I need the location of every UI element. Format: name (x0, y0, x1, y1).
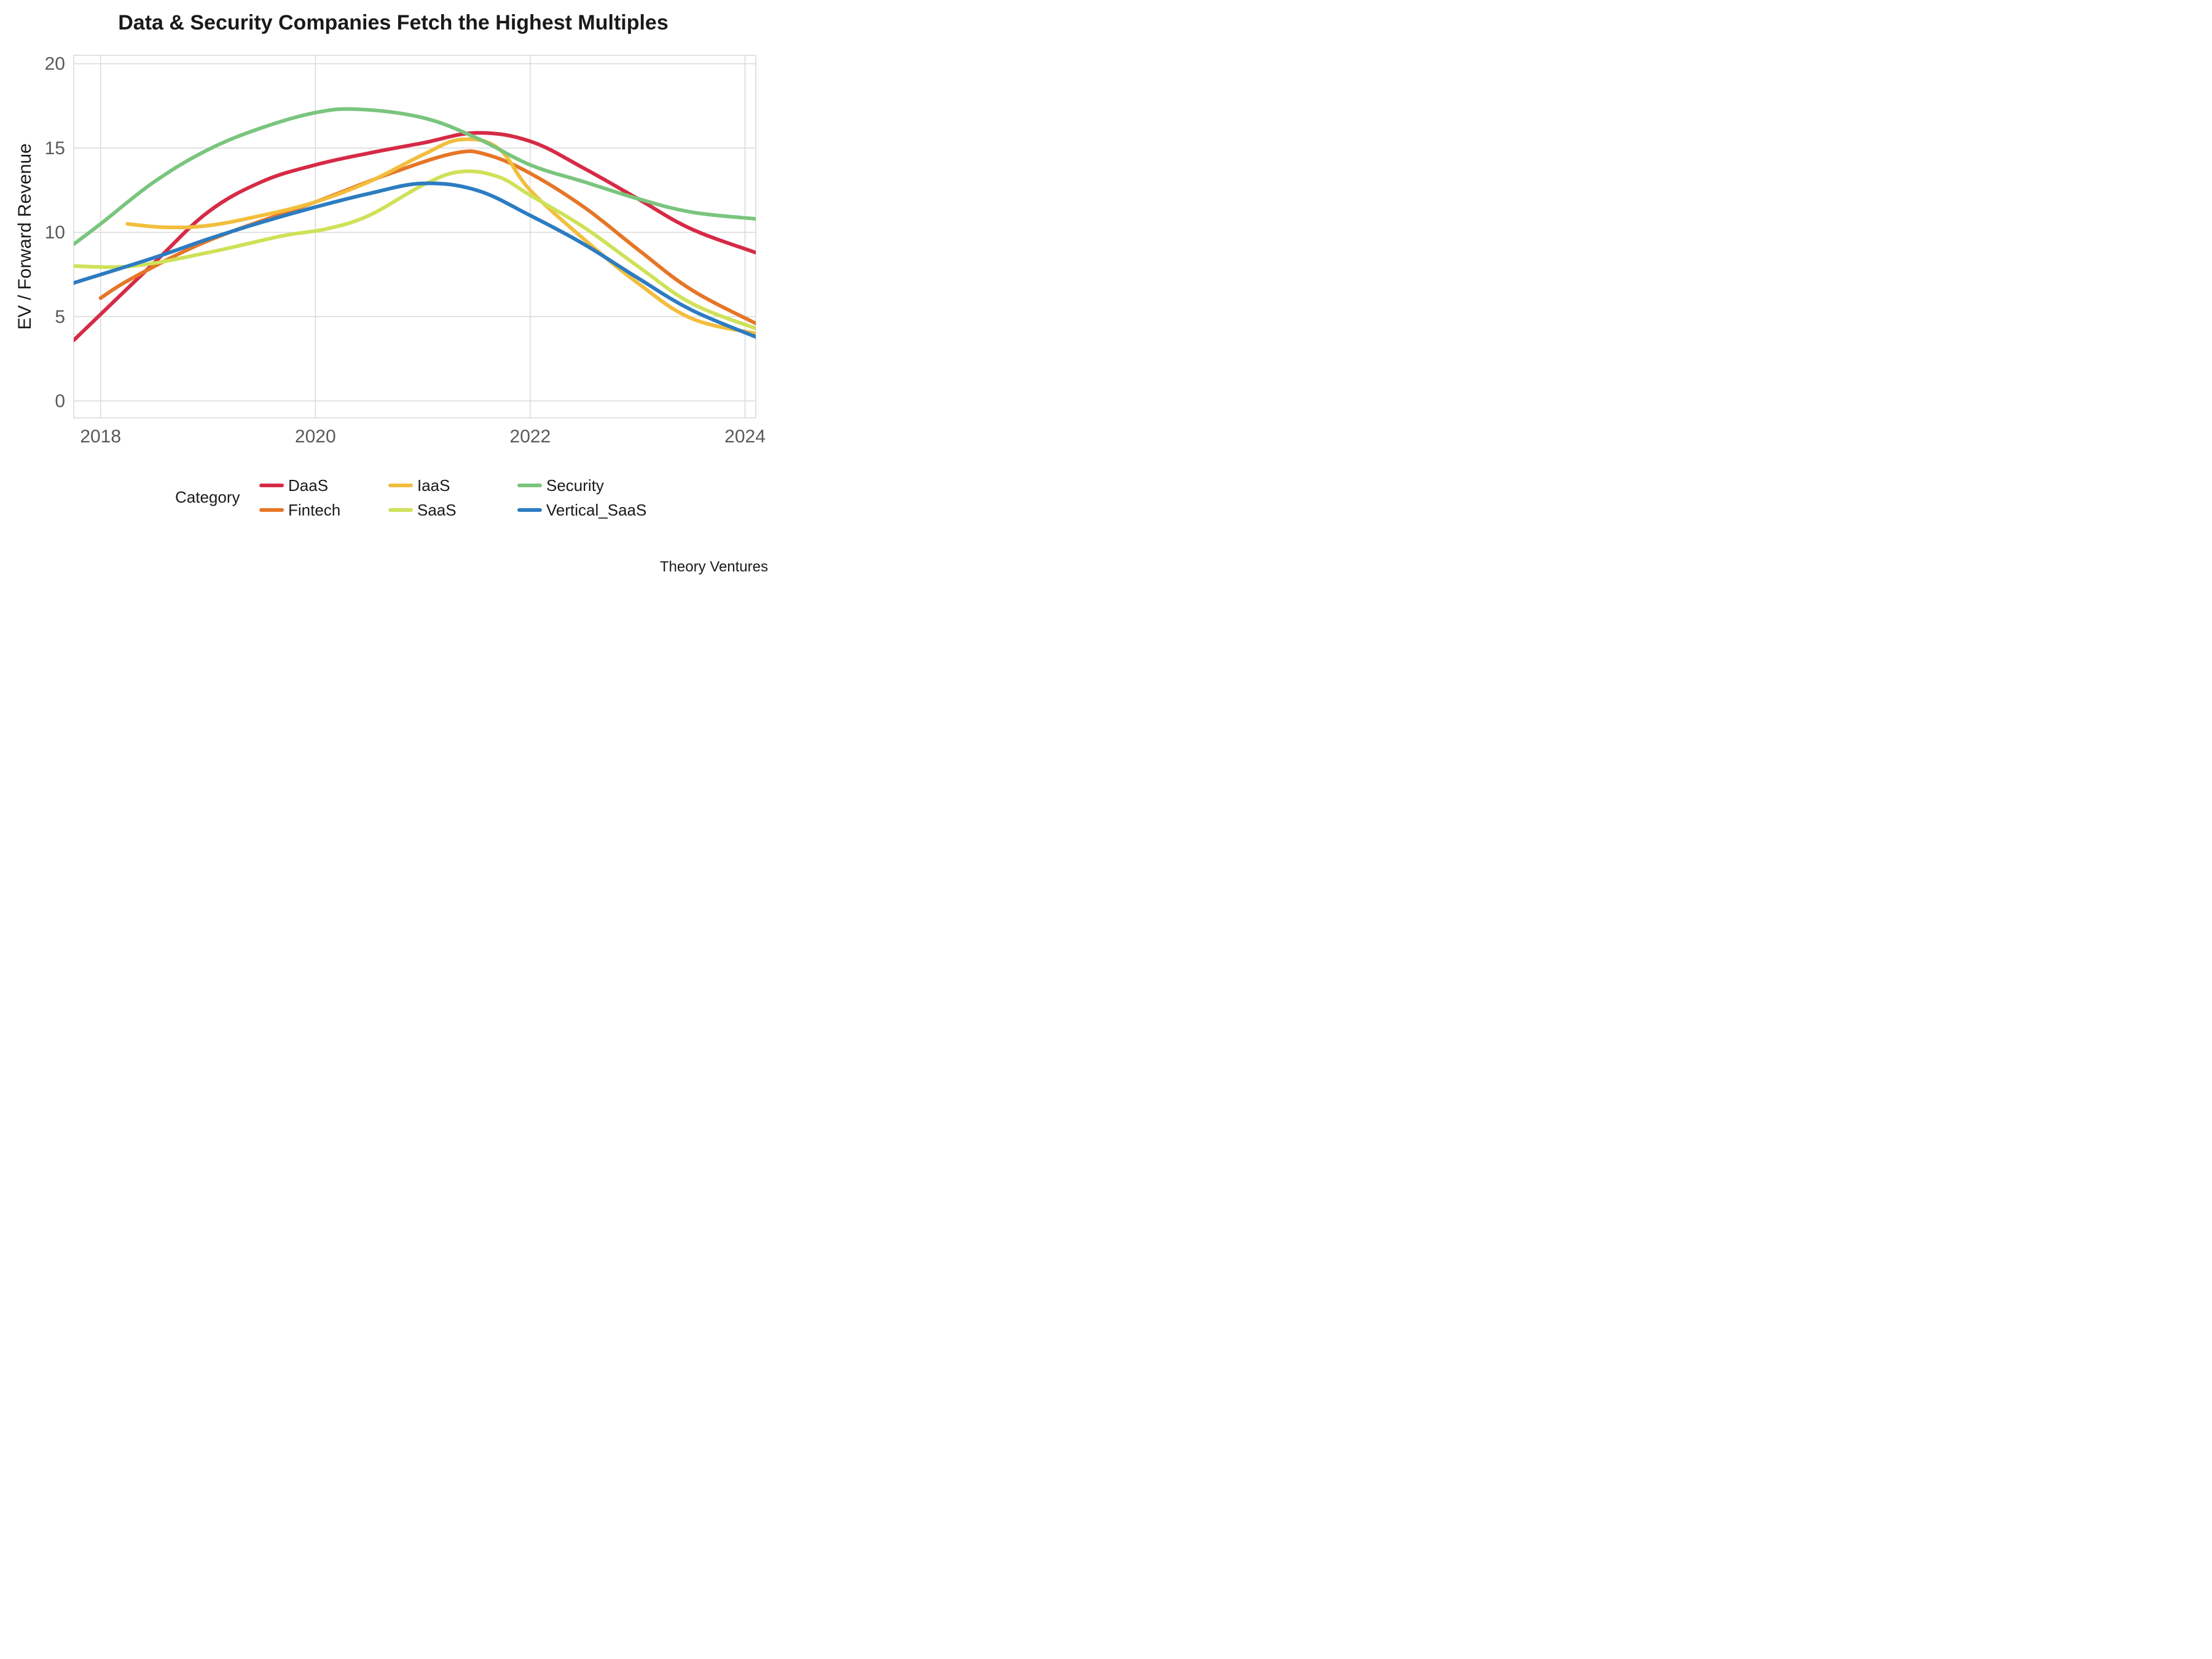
legend-label: DaaS (288, 476, 328, 495)
y-tick-label: 5 (55, 307, 65, 327)
chart-container: Data & Security Companies Fetch the High… (0, 0, 786, 590)
y-axis-label: EV / Forward Revenue (15, 143, 35, 329)
x-tick-label: 2018 (80, 426, 121, 447)
line-chart: 2018 2020 2022 2024 0 5 10 15 20 EV / Forward Rev… (0, 0, 786, 590)
legend-title: Category (175, 488, 240, 506)
legend-label: Security (546, 476, 604, 495)
x-tick-label: 2022 (510, 426, 551, 447)
legend-label: Fintech (288, 501, 340, 519)
y-tick-label: 0 (55, 391, 65, 412)
y-tick-label: 20 (45, 54, 65, 74)
plot-panel (74, 55, 756, 418)
y-tick-label: 10 (45, 222, 65, 243)
chart-title: Data & Security Companies Fetch the High… (0, 11, 786, 35)
chart-caption: Theory Ventures (660, 559, 768, 575)
y-tick-label: 15 (45, 138, 65, 159)
x-tick-label: 2020 (295, 426, 336, 447)
series-line-security (74, 109, 756, 244)
x-tick-label: 2024 (724, 426, 766, 447)
legend-label: IaaS (417, 476, 450, 495)
legend-label: SaaS (417, 501, 457, 519)
legend-label: Vertical_SaaS (546, 501, 646, 519)
